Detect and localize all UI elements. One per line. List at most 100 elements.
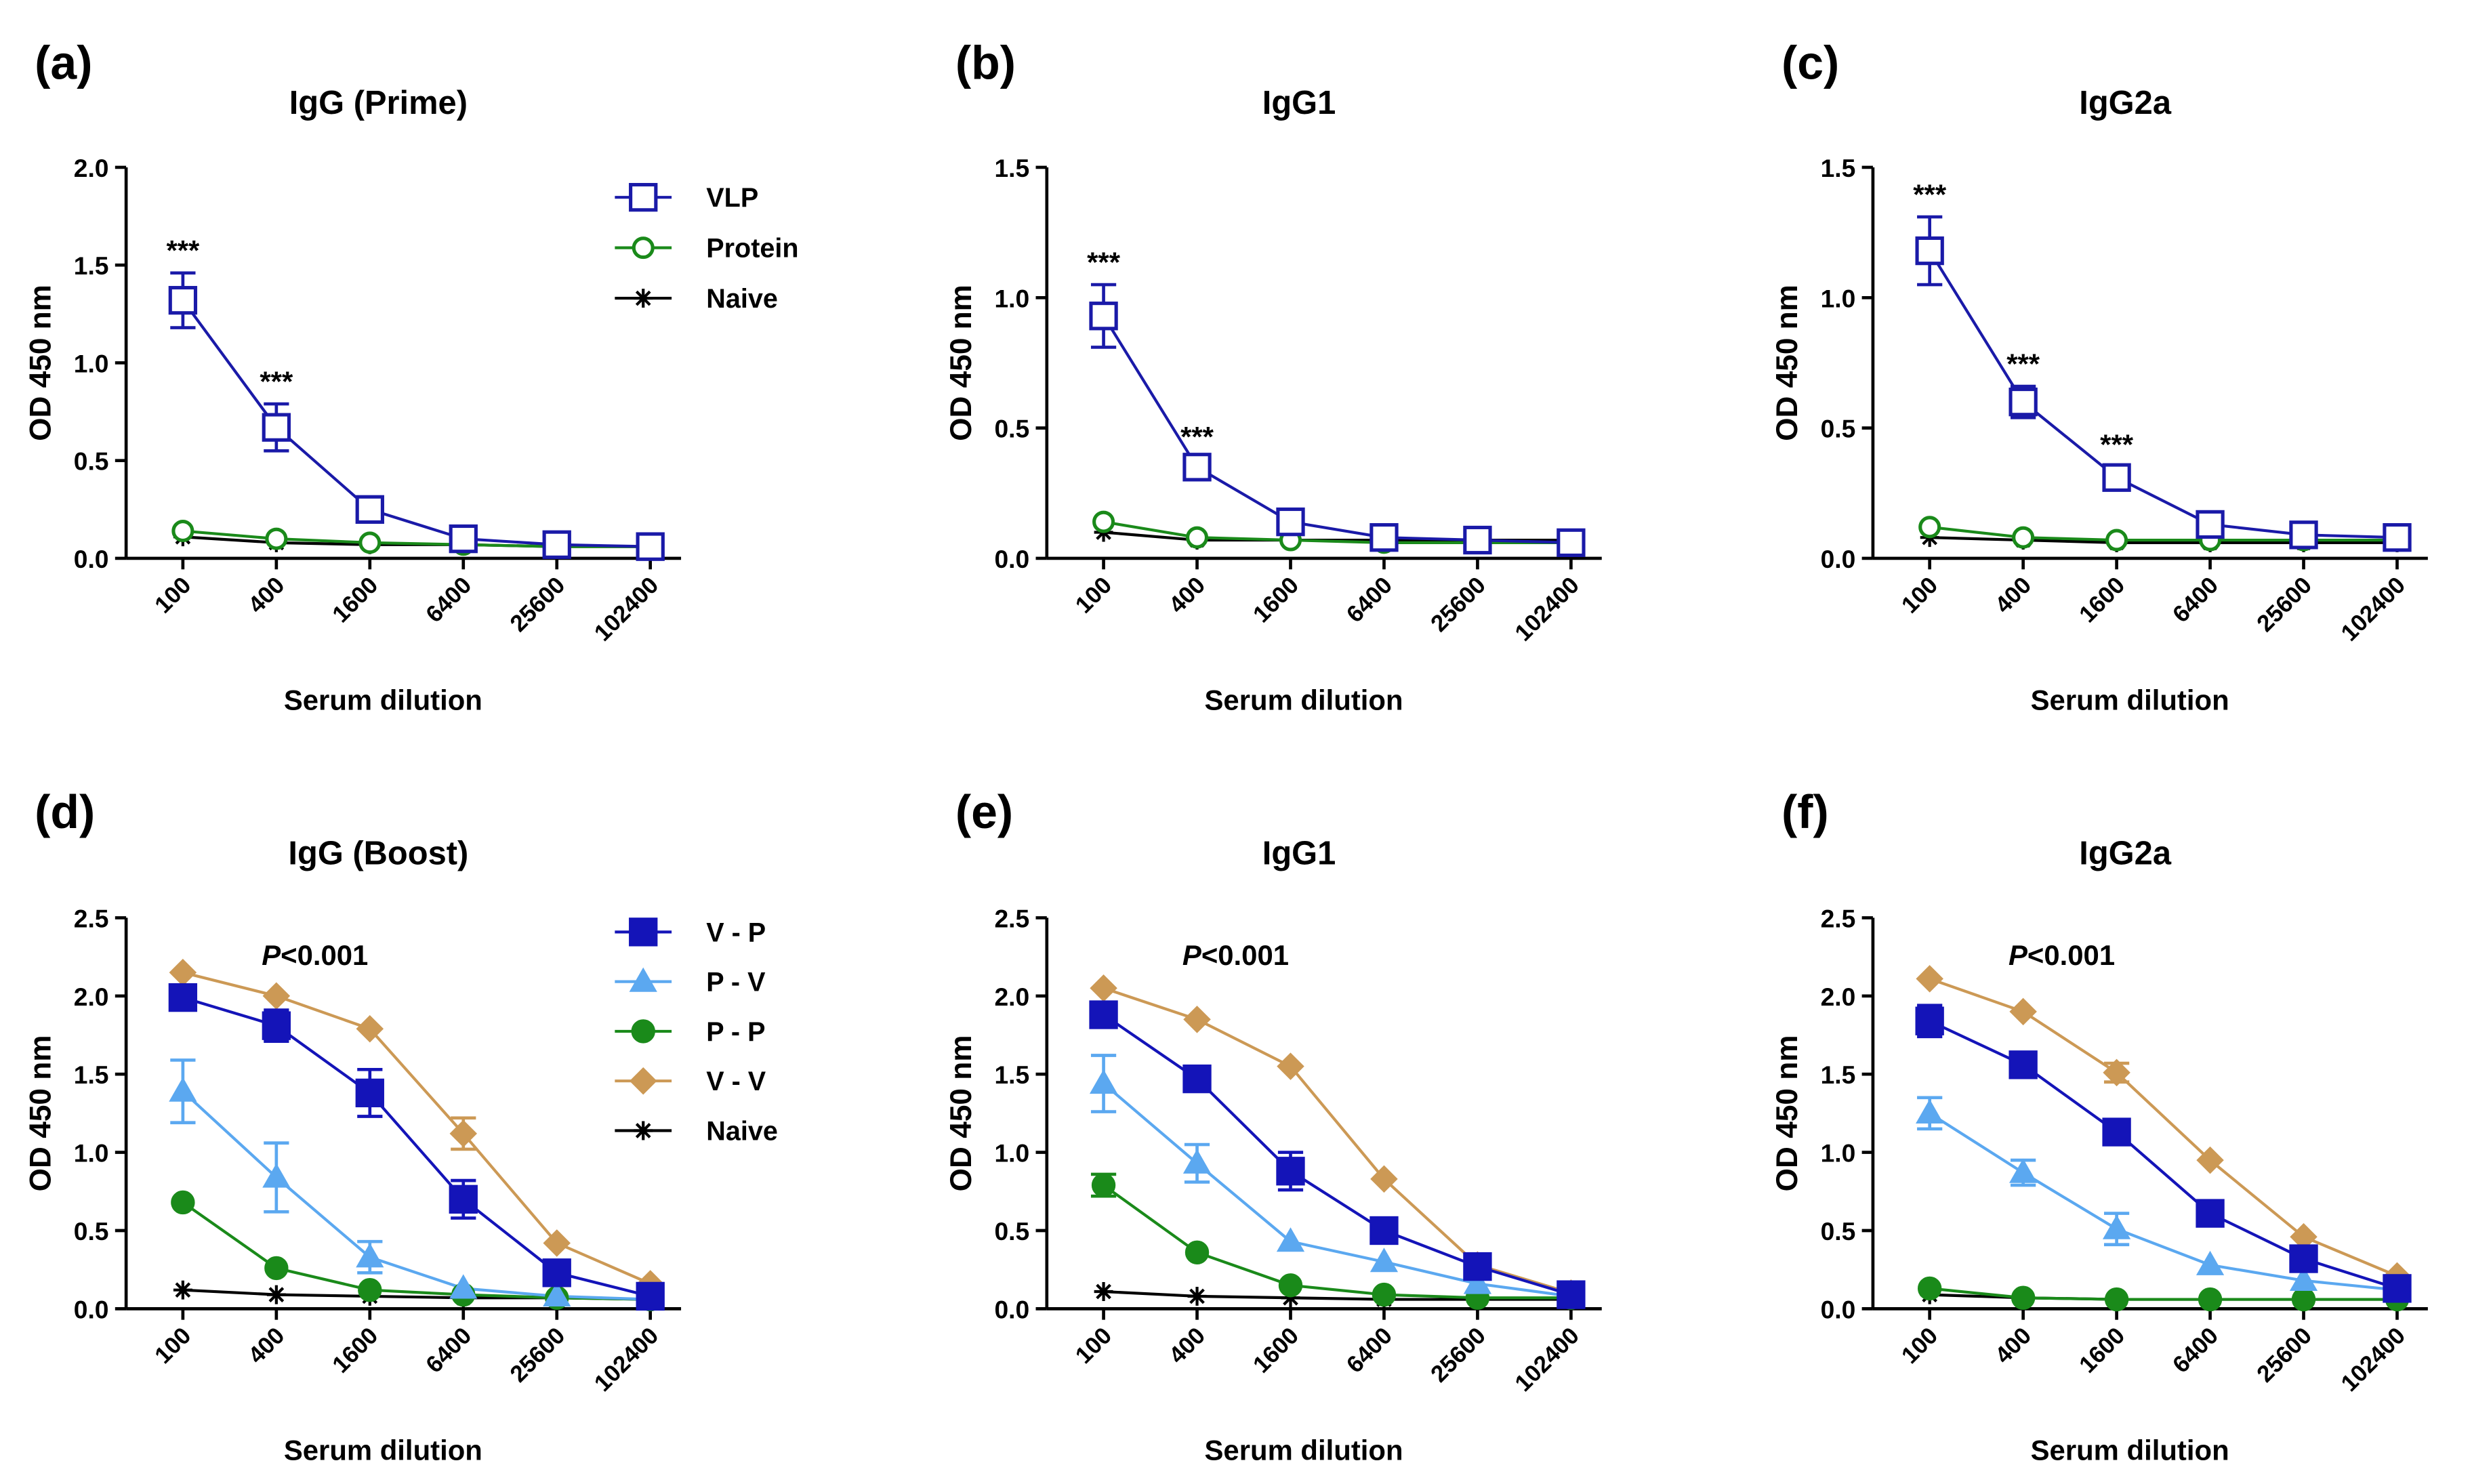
marker (1089, 302, 1118, 331)
marker (262, 1011, 291, 1040)
x-tick-label: 1600 (1248, 572, 1304, 627)
x-tick-label: 100 (1897, 1322, 1943, 1369)
marker (632, 236, 655, 260)
marker (1094, 1282, 1113, 1301)
series-line (1929, 1112, 2397, 1292)
marker (358, 1278, 382, 1302)
marker (2289, 1244, 2318, 1273)
x-tick-label: 100 (150, 1322, 197, 1369)
series-line (1103, 520, 1571, 544)
x-tick-label: 25600 (1426, 572, 1491, 637)
panel-label: (b) (955, 37, 1016, 89)
marker (634, 1121, 653, 1140)
y-tick-label: 1.0 (74, 1139, 109, 1168)
marker (264, 1256, 289, 1281)
marker (1276, 507, 1305, 537)
y-tick-label: 0.0 (1821, 545, 1856, 573)
marker (262, 413, 291, 442)
y-tick-label: 2.0 (74, 154, 109, 182)
marker (1917, 1276, 1942, 1301)
marker (629, 967, 657, 992)
y-axis-label: OD 450 nm (1771, 285, 1804, 441)
panel: (a) IgG (Prime) OD 450 nm Serum dilution 0.0… (24, 37, 798, 716)
marker (449, 1119, 478, 1148)
series-line (182, 971, 651, 1285)
series-line (1929, 977, 2398, 1277)
x-axis-label: Serum dilution (2031, 1435, 2229, 1466)
marker (1186, 526, 1209, 549)
x-tick-label: 6400 (1342, 572, 1397, 627)
x-axis-label: Serum dilution (1205, 684, 1403, 716)
marker (2102, 463, 2131, 492)
marker (629, 1067, 657, 1095)
annotation: *** (1913, 178, 1947, 210)
marker (2103, 1058, 2130, 1087)
series-line (1929, 1019, 2398, 1290)
y-tick-label: 2.5 (994, 904, 1029, 932)
marker (2196, 1146, 2224, 1174)
marker (543, 1281, 571, 1307)
marker (1278, 1273, 1303, 1298)
annotation: *** (260, 365, 293, 397)
marker (1090, 974, 1117, 1002)
x-tick-label: 400 (1990, 572, 2037, 619)
marker (1463, 525, 1492, 555)
x-axis-label: Serum dilution (2031, 684, 2229, 716)
series-line (182, 299, 651, 548)
marker (449, 1184, 478, 1214)
y-tick-label: 1.5 (1821, 154, 1856, 182)
marker (542, 530, 571, 559)
x-tick-label: 25600 (1426, 1322, 1491, 1387)
marker (1183, 1006, 1211, 1033)
series-line (182, 529, 651, 548)
marker (173, 1280, 192, 1300)
y-tick-label: 1.5 (74, 1060, 109, 1089)
marker (1370, 1165, 1398, 1193)
series-line (1103, 1290, 1571, 1301)
marker (168, 285, 198, 315)
marker (1281, 1288, 1300, 1308)
legend-label: P - P (706, 1017, 765, 1047)
x-axis-label: Serum dilution (284, 1435, 482, 1466)
x-tick-label: 400 (1163, 572, 1210, 619)
y-tick-label: 1.5 (1821, 1060, 1856, 1089)
y-tick-label: 1.5 (74, 251, 109, 280)
marker (358, 531, 382, 554)
panel: (b) IgG1 OD 450 nm Serum dilution 0.0 0.5 1.0 1… (945, 37, 1602, 716)
panel-label: (e) (955, 785, 1013, 838)
y-tick-label: 0.5 (1821, 1217, 1856, 1245)
marker (449, 524, 478, 554)
marker (2383, 523, 2412, 552)
x-tick-label: 400 (243, 572, 290, 619)
x-tick-label: 6400 (1342, 1322, 1397, 1378)
marker (1187, 1286, 1207, 1306)
marker (266, 1285, 286, 1304)
marker (171, 1190, 195, 1215)
significance-note: P<0.001 (1182, 939, 1289, 971)
chart-title: IgG2a (2079, 85, 2172, 121)
marker (2105, 529, 2128, 552)
marker (1276, 1227, 1305, 1252)
x-tick-label: 1600 (327, 1322, 383, 1378)
series-line (1928, 249, 2397, 539)
x-tick-label: 25600 (505, 1322, 570, 1387)
marker (2383, 1274, 2412, 1303)
marker (2104, 1287, 2129, 1312)
x-tick-label: 102400 (2336, 572, 2410, 646)
series-line (1103, 1184, 1571, 1300)
panel: (c) IgG2a OD 450 nm Serum dilution 0.0 0.5 1.0… (1771, 37, 2428, 716)
x-tick-label: 1600 (327, 572, 383, 627)
x-tick-label: 102400 (2336, 1322, 2410, 1397)
marker (1916, 965, 1943, 993)
marker (1182, 1149, 1212, 1174)
marker (2102, 1214, 2131, 1239)
marker (2009, 387, 2038, 417)
panel: (f) IgG2a OD 450 nm Serum dilution 0.0 0.5 1.0… (1771, 785, 2428, 1466)
marker (1369, 1248, 1399, 1273)
annotation: *** (166, 234, 200, 266)
marker (1557, 1280, 1586, 1309)
marker (1463, 1252, 1492, 1281)
marker (2289, 520, 2318, 550)
y-tick-label: 0.0 (74, 545, 109, 573)
